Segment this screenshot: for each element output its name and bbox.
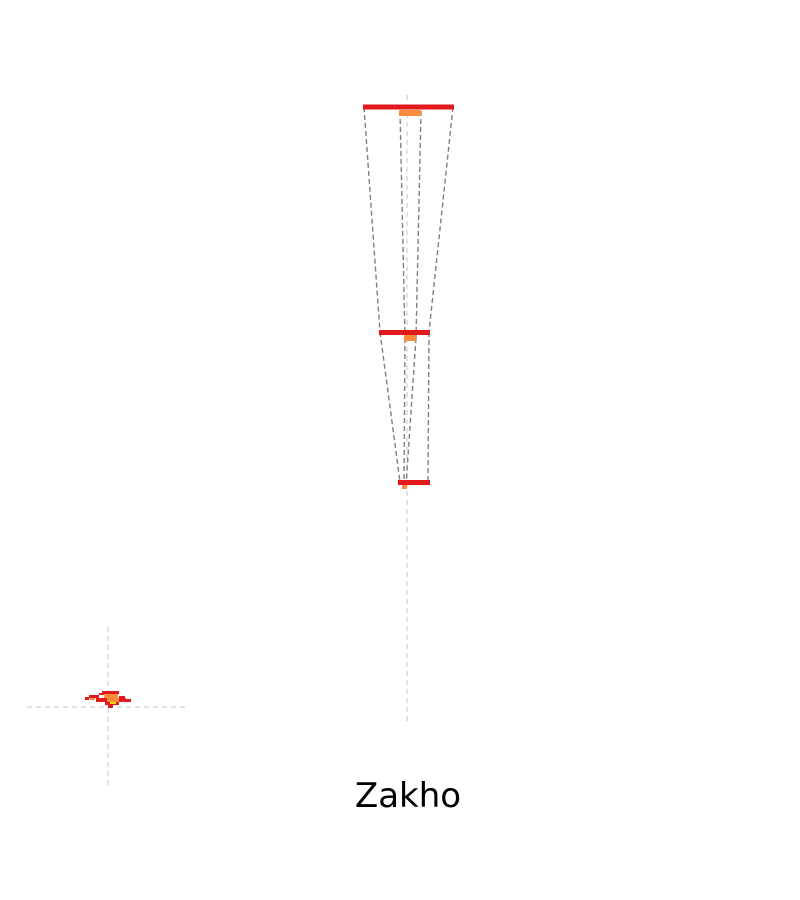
slice-bar-top [363, 104, 454, 110]
map-footprint-icon [85, 691, 131, 708]
slice-bar-middle [379, 330, 430, 335]
slice-accent-middle [404, 335, 416, 341]
place-name-label: Zakho [354, 776, 462, 816]
connector-outer-right-mid [427, 331, 430, 483]
connector-outer-left-top [363, 106, 381, 333]
connector-outer-left-mid [379, 331, 401, 483]
connector-inner-right-top [415, 110, 422, 339]
slice-bar-bottom [398, 480, 430, 485]
connector-inner-right-mid [405, 337, 417, 487]
slice-connectors [363, 106, 454, 487]
connector-outer-right-top [428, 106, 454, 333]
connector-inner-left-mid [403, 337, 406, 487]
slice-accent-top [399, 110, 421, 116]
connector-inner-left-top [399, 110, 406, 339]
slice-accent-bottom [402, 485, 407, 489]
